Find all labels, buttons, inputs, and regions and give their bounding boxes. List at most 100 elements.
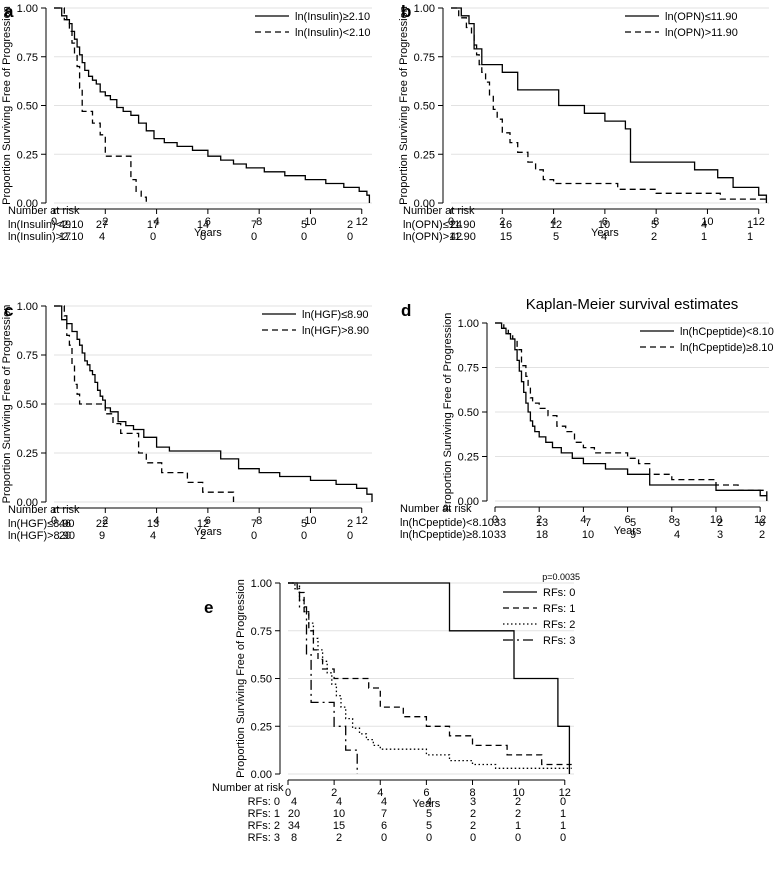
risk-count: 34 bbox=[288, 820, 300, 832]
p-value-annotation: p=0.0035 bbox=[542, 572, 580, 582]
y-tick-label: 0.75 bbox=[414, 52, 435, 64]
legend-label: ln(OPN)≤11.90 bbox=[665, 11, 737, 23]
x-tick-label: 4 bbox=[580, 514, 586, 526]
legend-label: ln(HGF)≤8.90 bbox=[302, 309, 369, 321]
risk-count: 0 bbox=[560, 832, 566, 844]
risk-count: 0 bbox=[200, 231, 206, 243]
x-tick-label: 2 bbox=[102, 216, 108, 228]
y-tick-label: 0.25 bbox=[251, 721, 272, 733]
y-tick-label: 1.00 bbox=[251, 578, 272, 590]
risk-count: 4 bbox=[674, 529, 680, 541]
risk-count: 0 bbox=[301, 530, 307, 542]
risk-count: 7 bbox=[585, 517, 591, 529]
km-curve-dashed bbox=[495, 322, 768, 496]
risk-count: 2 bbox=[200, 530, 206, 542]
risk-row-label: ln(HGF)≤8.90 bbox=[8, 518, 75, 530]
panel-d: d 0.00 0.25 0.50 0.75 1.00 Proportion Survivin… bbox=[400, 296, 774, 541]
km-curve-dashed bbox=[54, 7, 147, 203]
y-tick-label: 0.50 bbox=[458, 407, 479, 419]
risk-table-header: Number at risk bbox=[400, 503, 472, 515]
risk-count: 0 bbox=[347, 530, 353, 542]
risk-count: 0 bbox=[150, 231, 156, 243]
risk-table-header: Number at risk bbox=[403, 205, 475, 217]
x-tick-label: 12 bbox=[754, 514, 766, 526]
risk-count: 5 bbox=[651, 219, 657, 231]
risk-count: 0 bbox=[301, 231, 307, 243]
km-curve-dotted bbox=[288, 582, 572, 769]
risk-count: 2 bbox=[651, 231, 657, 243]
risk-row-label: ln(Insulin)<2.10 bbox=[8, 219, 84, 231]
risk-count: 22 bbox=[96, 518, 108, 530]
y-axis-label: Proportion Surviving Free of Progression bbox=[442, 313, 454, 512]
y-tick-label: 0.25 bbox=[17, 448, 38, 460]
risk-count: 10 bbox=[333, 808, 345, 820]
risk-count: 5 bbox=[301, 219, 307, 231]
risk-count: 4 bbox=[426, 796, 432, 808]
panel-b: b 0.00 0.25 0.50 0.75 1.00 Proportion Survivin… bbox=[398, 2, 769, 243]
x-tick-label: 0 bbox=[285, 787, 291, 799]
y-tick-label: 0.00 bbox=[414, 198, 435, 210]
risk-count: 0 bbox=[251, 530, 257, 542]
panel-letter: c bbox=[4, 301, 13, 320]
km-curve-dashed bbox=[451, 7, 769, 200]
risk-count: 4 bbox=[99, 231, 105, 243]
legend-label: RFs: 1 bbox=[543, 603, 575, 615]
risk-count: 1 bbox=[747, 219, 753, 231]
risk-count: 0 bbox=[759, 517, 765, 529]
x-tick-label: 12 bbox=[559, 787, 571, 799]
x-axis-label: Years bbox=[614, 525, 642, 537]
risk-count: 5 bbox=[426, 820, 432, 832]
risk-table-header: Number at risk bbox=[8, 504, 80, 516]
y-tick-label: 1.00 bbox=[458, 318, 479, 330]
risk-count: 12 bbox=[197, 518, 209, 530]
panel-letter: a bbox=[4, 2, 14, 21]
risk-count: 27 bbox=[96, 219, 108, 231]
y-tick-label: 1.00 bbox=[414, 3, 435, 15]
risk-count: 9 bbox=[630, 529, 636, 541]
x-tick-label: 12 bbox=[356, 515, 368, 527]
risk-count: 1 bbox=[560, 808, 566, 820]
risk-count: 7 bbox=[381, 808, 387, 820]
y-axis-label: Proportion Surviving Free of Progression bbox=[235, 579, 247, 778]
y-axis-label: Proportion Surviving Free of Progression bbox=[398, 6, 410, 205]
km-curve-dashed bbox=[288, 582, 572, 766]
risk-count: 24 bbox=[450, 219, 462, 231]
x-tick-label: 4 bbox=[551, 216, 557, 228]
legend-label: ln(OPN)>11.90 bbox=[665, 27, 738, 39]
risk-count: 4 bbox=[150, 530, 156, 542]
y-axis-label: Proportion Surviving Free of Progression bbox=[1, 305, 13, 504]
risk-row-label: RFs: 3 bbox=[248, 832, 280, 844]
x-tick-label: 2 bbox=[499, 216, 505, 228]
risk-count: 2 bbox=[470, 808, 476, 820]
panel-c: c 0.00 0.25 0.50 0.75 1.00 Proportion Survivin… bbox=[1, 301, 373, 542]
legend-label: ln(HGF)>8.90 bbox=[302, 325, 369, 337]
risk-count: 12 bbox=[550, 219, 562, 231]
risk-count: 9 bbox=[99, 530, 105, 542]
x-tick-label: 6 bbox=[423, 787, 429, 799]
risk-count: 20 bbox=[288, 808, 300, 820]
panel-e: e 0.00 0.25 0.50 0.75 1.00 Proportion Survivin… bbox=[204, 572, 580, 844]
risk-count: 2 bbox=[347, 219, 353, 231]
x-tick-label: 10 bbox=[304, 515, 316, 527]
legend-label: RFs: 0 bbox=[543, 587, 575, 599]
risk-table-header: Number at risk bbox=[212, 782, 284, 794]
y-tick-label: 0.50 bbox=[251, 674, 272, 686]
x-tick-label: 0 bbox=[51, 515, 57, 527]
risk-count: 2 bbox=[515, 808, 521, 820]
risk-count: 3 bbox=[674, 517, 680, 529]
km-curve-solid bbox=[54, 305, 373, 502]
risk-count: 46 bbox=[59, 518, 71, 530]
risk-count: 16 bbox=[500, 219, 512, 231]
y-tick-label: 0.50 bbox=[17, 399, 38, 411]
legend-label: RFs: 3 bbox=[543, 635, 575, 647]
panel-a: a 0.00 0.25 0.50 0.75 1.00 Proportion Survivin… bbox=[1, 2, 372, 243]
km-curve-solid bbox=[54, 7, 371, 203]
risk-count: 2 bbox=[717, 517, 723, 529]
km-curve-solid bbox=[495, 322, 768, 501]
y-tick-label: 0.50 bbox=[17, 101, 38, 113]
risk-count: 49 bbox=[59, 219, 71, 231]
y-tick-label: 0.25 bbox=[414, 149, 435, 161]
y-tick-label: 0.50 bbox=[414, 101, 435, 113]
risk-row-label: ln(Insulin)>2.10 bbox=[8, 231, 84, 243]
